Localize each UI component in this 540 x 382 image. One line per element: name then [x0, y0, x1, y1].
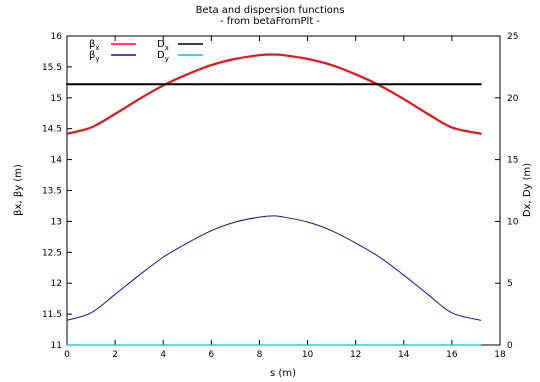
x-axis-label: s (m): [270, 368, 296, 379]
legend-label: Dy: [157, 50, 169, 63]
chart-title: Beta and dispersion functions: [196, 5, 345, 16]
y-left-tick-label: 15.5: [42, 63, 62, 73]
x-tick-label: 8: [257, 350, 263, 360]
x-tick-label: 16: [446, 350, 458, 360]
y-left-axis-label: βx, βy (m): [13, 164, 24, 216]
x-tick-label: 12: [350, 350, 361, 360]
chart-subtitle: - from betaFromPlt -: [220, 16, 320, 27]
x-tick-label: 2: [112, 350, 118, 360]
y-right-axis-label: Dx, Dy (m): [522, 163, 533, 217]
x-tick-label: 4: [160, 350, 166, 360]
legend-label: Dx: [157, 39, 169, 52]
y-left-tick-label: 13.5: [42, 187, 62, 197]
beta-x-series-line: [65, 53, 482, 135]
x-tick-label: 18: [494, 350, 506, 360]
legend-label: βx: [89, 39, 100, 52]
y-left-tick-label: 16: [51, 32, 63, 42]
y-left-tick-label: 14.5: [42, 125, 62, 135]
y-right-tick-label: 20: [507, 94, 519, 104]
y-right-tick-label: 5: [507, 279, 513, 289]
x-tick-label: 10: [302, 350, 314, 360]
beta-y-series-line: [66, 215, 482, 321]
y-left-tick-label: 14: [51, 156, 63, 166]
y-left-tick-label: 11: [51, 341, 62, 351]
legend-label: βy: [89, 50, 100, 63]
x-tick-label: 14: [398, 350, 410, 360]
x-tick-label: 6: [208, 350, 214, 360]
y-left-tick-label: 13: [51, 217, 62, 227]
x-axis-ticks: 0 2 4 6 8 10 12 14 16 18: [64, 36, 506, 360]
y-right-tick-label: 10: [507, 217, 519, 227]
y-left-tick-label: 15: [51, 94, 62, 104]
y-right-tick-label: 15: [507, 156, 518, 166]
y-right-tick-label: 0: [507, 341, 513, 351]
y-left-tick-label: 11.5: [42, 310, 62, 320]
y-left-tick-label: 12.5: [42, 248, 62, 258]
x-tick-label: 0: [64, 350, 70, 360]
series-layer: [65, 53, 482, 346]
y-right-axis-ticks: 0 5 10 15 20 25: [495, 32, 519, 351]
y-left-tick-label: 12: [51, 279, 62, 289]
y-left-axis-ticks: 11 11.5 12 12.5 13 13.5 14 14.5 15 15.5 16: [42, 32, 72, 351]
y-right-tick-label: 25: [507, 32, 518, 42]
